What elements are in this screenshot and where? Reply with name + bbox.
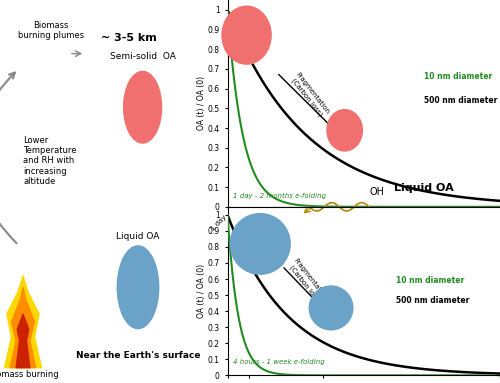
Ellipse shape — [124, 71, 162, 143]
Polygon shape — [4, 276, 42, 368]
Text: Near the Earth's surface: Near the Earth's surface — [76, 351, 200, 360]
Text: Fragmentation
(Carbon loss): Fragmentation (Carbon loss) — [287, 257, 329, 306]
Text: 1 day - 2 months e-folding: 1 day - 2 months e-folding — [233, 192, 326, 198]
Ellipse shape — [230, 214, 290, 274]
Text: 10 nm diameter: 10 nm diameter — [424, 72, 492, 80]
Ellipse shape — [118, 246, 158, 329]
Y-axis label: OA (t) / OA (0): OA (t) / OA (0) — [198, 264, 206, 318]
Text: Biomass
burning plumes: Biomass burning plumes — [18, 21, 84, 40]
Ellipse shape — [309, 286, 353, 330]
Ellipse shape — [222, 6, 271, 64]
Text: 10 nm diameter: 10 nm diameter — [396, 276, 464, 285]
Text: Lower
Temperature
and RH with
increasing
altitude: Lower Temperature and RH with increasing… — [23, 136, 76, 186]
Text: Liquid OA: Liquid OA — [394, 183, 454, 193]
Text: Semi-solid  OA: Semi-solid OA — [110, 52, 176, 61]
Polygon shape — [10, 287, 35, 368]
Text: 4 hours - 1 week e-folding: 4 hours - 1 week e-folding — [233, 359, 324, 365]
Text: 500 nm diameter: 500 nm diameter — [424, 97, 497, 105]
Polygon shape — [16, 314, 30, 368]
Text: Biomass burning: Biomass burning — [0, 370, 58, 379]
Text: OH: OH — [370, 187, 385, 197]
Text: Liquid OA: Liquid OA — [116, 232, 160, 241]
Text: Fragmentation
(Carbon loss): Fragmentation (Carbon loss) — [288, 71, 331, 119]
Ellipse shape — [327, 110, 362, 151]
Text: 500 nm diameter: 500 nm diameter — [396, 296, 470, 305]
Y-axis label: OA (t) / OA (0): OA (t) / OA (0) — [198, 76, 206, 131]
Text: ~ 3-5 km: ~ 3-5 km — [101, 33, 156, 43]
